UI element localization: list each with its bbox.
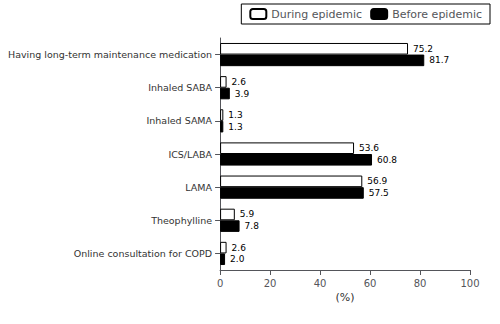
svg-text:0: 0	[217, 278, 223, 289]
svg-text:60.8: 60.8	[377, 155, 397, 165]
svg-text:LAMA: LAMA	[185, 182, 212, 193]
svg-text:2.6: 2.6	[232, 77, 247, 87]
svg-text:Online consultation for COPD: Online consultation for COPD	[74, 248, 212, 259]
svg-text:Theophylline: Theophylline	[150, 215, 212, 226]
svg-text:53.6: 53.6	[359, 143, 379, 153]
svg-text:81.7: 81.7	[429, 55, 449, 65]
svg-text:ICS/LABA: ICS/LABA	[168, 149, 212, 160]
svg-text:(%): (%)	[336, 291, 355, 304]
svg-text:100: 100	[460, 278, 479, 289]
svg-text:40: 40	[314, 278, 327, 289]
svg-text:2.6: 2.6	[232, 243, 247, 253]
svg-text:During epidemic: During epidemic	[271, 8, 362, 21]
svg-text:Inhaled SAMA: Inhaled SAMA	[146, 115, 212, 126]
svg-text:75.2: 75.2	[413, 44, 433, 54]
svg-text:1.3: 1.3	[228, 110, 242, 120]
svg-text:2.0: 2.0	[230, 254, 245, 264]
svg-text:5.9: 5.9	[240, 209, 255, 219]
svg-text:Inhaled SABA: Inhaled SABA	[148, 82, 212, 93]
svg-text:Before epidemic: Before epidemic	[392, 8, 482, 21]
svg-text:80: 80	[414, 278, 427, 289]
svg-text:7.8: 7.8	[245, 221, 260, 231]
svg-text:57.5: 57.5	[369, 188, 389, 198]
svg-text:20: 20	[264, 278, 277, 289]
svg-text:Having long-term maintenance m: Having long-term maintenance medication	[8, 49, 212, 60]
svg-text:3.9: 3.9	[235, 89, 250, 99]
svg-text:1.3: 1.3	[228, 122, 242, 132]
svg-text:56.9: 56.9	[367, 176, 387, 186]
svg-text:60: 60	[364, 278, 377, 289]
